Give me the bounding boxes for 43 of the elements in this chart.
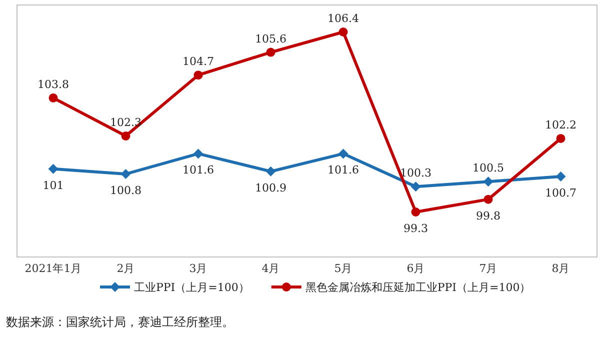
legend-label: 工业PPI（上月=100）	[134, 281, 250, 294]
point	[193, 148, 204, 159]
data-label: 102.2	[545, 118, 576, 132]
data-label: 101.6	[182, 164, 214, 177]
x-tick-label: 2021年1月	[24, 262, 82, 275]
data-label: 103.8	[38, 78, 69, 91]
point	[410, 182, 421, 192]
data-label: 104.7	[182, 55, 214, 68]
point	[266, 48, 276, 57]
x-tick-label: 3月	[189, 262, 208, 275]
x-tick-label: 4月	[262, 262, 280, 275]
x-tick-label: 5月	[334, 262, 352, 275]
data-label: 100.3	[400, 166, 432, 180]
source-note: 数据来源：国家统计局，赛迪工经所整理。	[6, 315, 234, 329]
point	[48, 164, 58, 174]
point	[194, 70, 203, 80]
data-label: 101.6	[328, 164, 359, 177]
data-label: 100.8	[110, 184, 142, 197]
data-label: 99.8	[476, 209, 500, 222]
x-tick-label: 6月	[406, 262, 425, 275]
point	[484, 194, 493, 204]
point	[266, 166, 276, 176]
legend-label: 黑色金属冶炼和压延加工业PPI（上月=100）	[305, 281, 531, 294]
data-label: 105.6	[255, 32, 286, 46]
data-label: 102.3	[110, 116, 142, 129]
data-label: 100.7	[545, 186, 576, 200]
x-tick-label: 7月	[479, 262, 498, 275]
point	[338, 148, 348, 159]
point	[120, 168, 131, 179]
data-label: 106.4	[328, 12, 359, 25]
data-label: 100.5	[472, 162, 504, 175]
point	[556, 134, 566, 143]
data-label: 99.3	[404, 222, 428, 235]
point	[411, 208, 420, 216]
x-tick-label: 8月	[552, 262, 570, 275]
point	[483, 176, 494, 187]
point	[121, 131, 130, 140]
point	[338, 28, 348, 36]
data-label: 100.9	[255, 181, 286, 194]
point	[48, 93, 58, 102]
data-label: 101	[42, 178, 64, 192]
point	[556, 172, 566, 182]
x-tick-label: 2月	[116, 262, 135, 275]
